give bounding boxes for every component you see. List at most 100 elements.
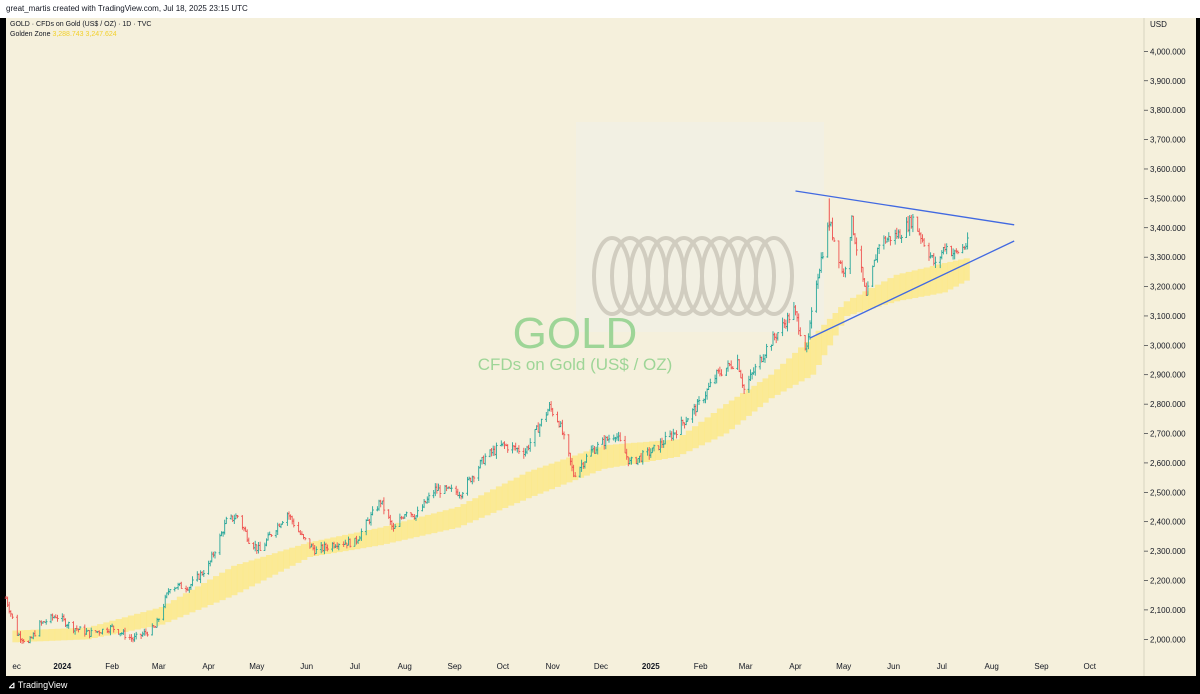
time-tick-label: Dec [594,662,608,671]
golden-zone-segment [318,539,325,555]
price-bar [652,444,656,452]
time-tick-label: Sep [1034,662,1049,671]
price-bar [517,445,521,454]
time-tick-label: May [249,662,264,671]
golden-zone-segment [401,521,408,540]
trendline-upper[interactable] [795,190,1015,226]
golden-zone-segment [188,589,196,613]
price-chart[interactable]: GOLD CFDs on Gold (US$ / OZ) 2,000.0002,… [0,18,1200,676]
price-bar [427,492,431,503]
golden-zone-segment [780,363,787,392]
price-tick-label: 3,500.000 [1150,194,1186,203]
price-bar [360,528,363,541]
golden-zone-segment [490,489,497,513]
golden-zone-segment [537,467,544,494]
price-bar [754,363,757,376]
golden-zone-segment [751,385,758,412]
price-bar [337,543,341,551]
golden-zone-segment [560,459,567,485]
price-bar [56,614,59,622]
price-bar [157,618,161,622]
golden-zone-segment [236,564,244,593]
golden-zone-segment [12,630,19,643]
price-tick-label: 3,100.000 [1150,312,1186,321]
price-bar [180,581,183,589]
price-bar [889,235,892,246]
price-bar [966,232,969,250]
golden-zone-segment [826,318,834,346]
price-bar [303,537,307,541]
price-tick-label: 3,200.000 [1150,283,1186,292]
price-bar [675,430,678,439]
price-bar [258,541,262,551]
price-bar [382,497,386,515]
time-tick-label: ec [12,662,20,671]
golden-zone-segment [176,596,184,618]
golden-zone-band [12,258,970,643]
price-bar [483,453,487,466]
golden-zone-segment [625,443,632,465]
golden-zone-segment [478,495,485,518]
golden-zone-segment [917,268,925,297]
price-tick-label: 3,900.000 [1150,77,1186,86]
time-tick-label: Mar [152,662,166,671]
price-bar [709,378,712,388]
price-bar [799,327,802,337]
golden-zone-segment [260,556,267,581]
golden-zone-segment [843,301,851,316]
price-bar [641,450,644,465]
price-bar [292,518,296,528]
price-tick-label: 3,700.000 [1150,136,1186,145]
golden-zone-segment [495,486,503,511]
price-axis-background[interactable] [1144,18,1196,676]
time-tick-label: May [836,662,851,671]
price-bar [742,384,746,394]
golden-zone-segment [407,519,414,539]
trendlines[interactable] [795,190,1015,339]
price-bar [67,621,70,629]
golden-zone-segment [513,477,521,504]
golden-zone-segment [448,508,456,529]
golden-zone-segment [225,569,232,598]
time-tick-label: Oct [497,662,510,671]
price-bar [134,631,138,640]
golden-zone-segment [170,600,178,620]
golden-zone-segment [619,443,626,466]
golden-zone-segment [589,449,596,474]
golden-zone-segment [442,510,450,531]
symbol-line: GOLD · CFDs on Gold (US$ / OZ) · 1D · TV… [10,21,152,28]
brand-text: TradingView [17,680,68,690]
golden-zone-segment [692,426,699,449]
golden-zone-segment [774,369,781,395]
golden-zone-segment [947,261,954,290]
price-bar [821,252,825,260]
price-bar [315,546,318,555]
price-tick-label: 2,200.000 [1150,577,1186,586]
golden-zone-segment [201,583,208,608]
golden-zone-segment [762,378,769,403]
golden-zone-segment [389,524,396,543]
golden-zone-segment [377,527,384,546]
price-bar [123,627,127,640]
price-bar [877,244,881,254]
price-tick-label: 2,900.000 [1150,371,1186,380]
price-bar [281,521,284,525]
golden-zone-segment [911,270,919,298]
golden-zone-segment [607,444,614,468]
price-bar [866,281,870,296]
golden-zone-segment [667,439,674,458]
price-bar [405,511,408,517]
golden-zone-segment [786,358,793,389]
price-bar [765,343,768,359]
price-tick-label: 2,500.000 [1150,488,1186,497]
time-tick-label: Feb [105,662,119,671]
golden-zone-segment [832,313,839,336]
golden-zone-segment [54,628,62,641]
golden-zone-segment [531,469,538,496]
golden-zone-segment [923,267,931,296]
price-bar [787,313,791,324]
price-bar [416,506,419,518]
price-bar [697,396,701,405]
time-tick-label: Jun [887,662,900,671]
trendline-lower[interactable] [809,240,1015,339]
